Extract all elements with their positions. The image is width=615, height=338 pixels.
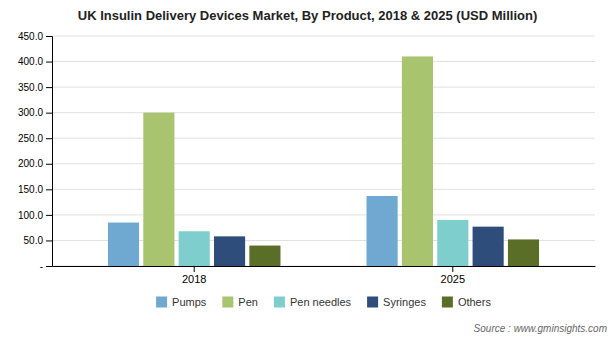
legend-label: Pumps bbox=[172, 296, 207, 308]
y-tick-mark bbox=[46, 189, 52, 190]
legend-item: Pen needles bbox=[274, 296, 352, 308]
y-tick: 400.0 bbox=[18, 56, 52, 67]
x-tick-label: 2025 bbox=[441, 273, 465, 285]
legend-label: Pen bbox=[238, 296, 258, 308]
legend-item: Pumps bbox=[156, 296, 207, 308]
annotation: Source : www.gminsights.com bbox=[474, 323, 607, 334]
bar bbox=[508, 239, 539, 266]
page: {"chart_data": {"type": "bar", "title": … bbox=[0, 0, 615, 338]
legend-swatch bbox=[367, 297, 378, 308]
bar bbox=[143, 113, 174, 266]
legend-swatch bbox=[442, 297, 453, 308]
y-tick-mark bbox=[46, 164, 52, 165]
title: UK Insulin Delivery Devices Market, By P… bbox=[78, 8, 538, 23]
y-tick-label: 50.0 bbox=[24, 235, 44, 246]
bar-series bbox=[249, 239, 539, 266]
x-axis: 2018 2025 bbox=[53, 266, 596, 285]
y-tick: 450.0 bbox=[18, 31, 52, 42]
plot-area: - 50.0 100.0 150.0 200.0 250.0 300.0 350.0 400.0… bbox=[18, 31, 596, 285]
bar-series bbox=[179, 220, 469, 266]
y-tick-label: 150.0 bbox=[18, 184, 43, 195]
x-tick: 2025 bbox=[441, 266, 465, 285]
grid-line bbox=[52, 189, 595, 190]
bar bbox=[437, 220, 468, 266]
bar bbox=[179, 231, 210, 266]
y-tick: 350.0 bbox=[18, 82, 52, 93]
y-tick: 250.0 bbox=[18, 133, 52, 144]
legend: Pumps Pen Pen needles Syringes Others bbox=[156, 296, 491, 308]
bars bbox=[108, 56, 539, 266]
grid-line bbox=[52, 36, 595, 37]
grid-line bbox=[52, 87, 595, 88]
y-tick-mark bbox=[46, 87, 52, 88]
legend-swatch bbox=[274, 297, 285, 308]
y-tick-label: 100.0 bbox=[18, 210, 43, 221]
x-tick-label: 2018 bbox=[182, 273, 206, 285]
y-tick: 100.0 bbox=[18, 210, 52, 221]
y-tick-mark bbox=[46, 266, 52, 267]
y-tick: 50.0 bbox=[24, 235, 52, 246]
y-tick: 150.0 bbox=[18, 184, 52, 195]
y-tick-mark bbox=[46, 215, 52, 216]
legend-label: Syringes bbox=[383, 296, 426, 308]
y-tick-mark bbox=[46, 113, 52, 114]
grid bbox=[52, 36, 595, 266]
bar bbox=[367, 196, 398, 266]
y-tick-label: 450.0 bbox=[18, 31, 43, 42]
grid-line bbox=[52, 61, 595, 62]
x-tick: 2018 bbox=[182, 266, 206, 285]
x-tick-mark bbox=[194, 266, 195, 272]
chart: - 50.0 100.0 150.0 200.0 250.0 300.0 350.0 400.0… bbox=[0, 0, 615, 338]
legend-swatch bbox=[222, 297, 233, 308]
legend-swatch bbox=[156, 297, 167, 308]
y-tick: 200.0 bbox=[18, 158, 52, 169]
bar-series bbox=[214, 227, 504, 266]
bar bbox=[214, 236, 245, 266]
legend-item: Syringes bbox=[367, 296, 426, 308]
y-tick-mark bbox=[46, 36, 52, 37]
y-tick-label: 350.0 bbox=[18, 82, 43, 93]
y-tick-mark bbox=[46, 138, 52, 139]
grid-line bbox=[52, 214, 595, 215]
bar bbox=[402, 56, 433, 266]
legend-label: Pen needles bbox=[290, 296, 352, 308]
grid-line bbox=[52, 163, 595, 164]
y-tick-mark bbox=[46, 240, 52, 241]
y-tick-label: 200.0 bbox=[18, 158, 43, 169]
x-axis-line bbox=[53, 266, 596, 267]
bar bbox=[108, 223, 139, 266]
legend-label: Others bbox=[458, 296, 492, 308]
y-tick-label: 250.0 bbox=[18, 133, 43, 144]
y-tick: - bbox=[40, 261, 52, 272]
y-axis-line bbox=[46, 37, 53, 267]
bar bbox=[249, 246, 280, 266]
legend-item: Others bbox=[442, 296, 492, 308]
y-tick: 300.0 bbox=[18, 107, 52, 118]
x-tick-mark bbox=[452, 266, 453, 272]
grid-line bbox=[52, 112, 595, 113]
bar bbox=[473, 227, 504, 266]
grid-line bbox=[52, 138, 595, 139]
y-tick-mark bbox=[46, 62, 52, 63]
y-tick-label: - bbox=[40, 261, 43, 272]
y-tick-label: 300.0 bbox=[18, 107, 43, 118]
legend-item: Pen bbox=[222, 296, 258, 308]
y-tick-label: 400.0 bbox=[18, 56, 43, 67]
bar-series bbox=[143, 56, 433, 266]
y-axis: - 50.0 100.0 150.0 200.0 250.0 300.0 350.0 400.0… bbox=[18, 31, 53, 272]
